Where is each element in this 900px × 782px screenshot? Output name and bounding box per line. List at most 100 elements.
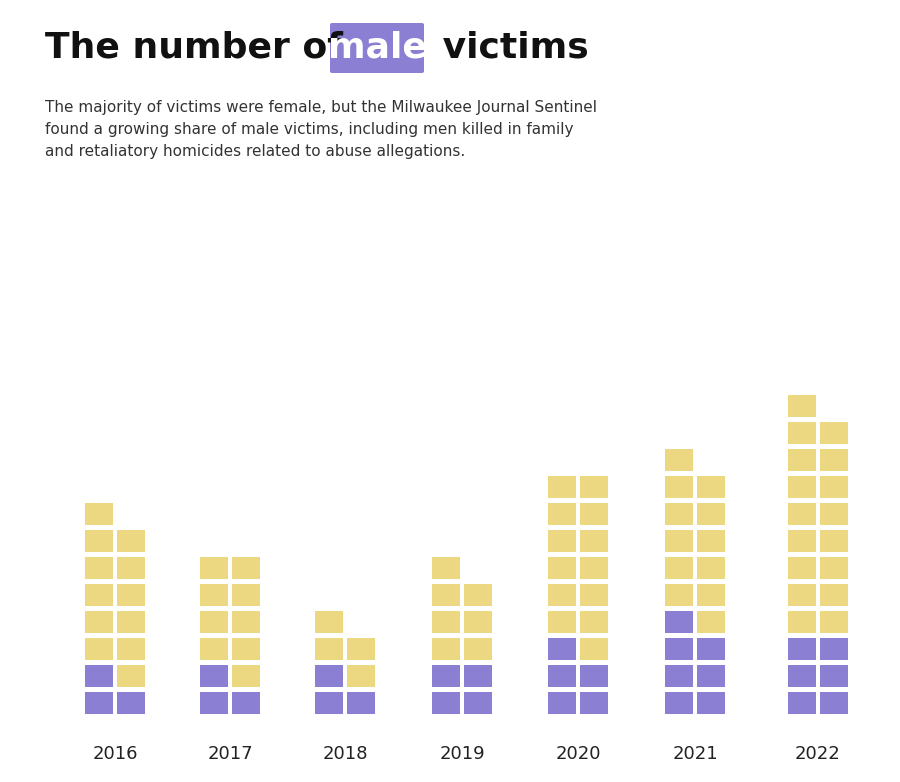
FancyBboxPatch shape xyxy=(820,530,848,552)
FancyBboxPatch shape xyxy=(665,692,693,714)
Text: 2017: 2017 xyxy=(207,745,253,763)
FancyBboxPatch shape xyxy=(85,638,113,660)
FancyBboxPatch shape xyxy=(117,611,145,633)
FancyBboxPatch shape xyxy=(200,557,228,579)
Text: The number of: The number of xyxy=(45,31,356,65)
FancyBboxPatch shape xyxy=(117,530,145,552)
Text: and retaliatory homicides related to abuse allegations.: and retaliatory homicides related to abu… xyxy=(45,144,465,159)
FancyBboxPatch shape xyxy=(232,557,260,579)
Text: victims: victims xyxy=(430,31,589,65)
FancyBboxPatch shape xyxy=(232,584,260,606)
Text: male: male xyxy=(328,31,427,65)
FancyBboxPatch shape xyxy=(665,503,693,525)
FancyBboxPatch shape xyxy=(580,584,608,606)
FancyBboxPatch shape xyxy=(665,638,693,660)
FancyBboxPatch shape xyxy=(548,611,576,633)
FancyBboxPatch shape xyxy=(665,449,693,471)
FancyBboxPatch shape xyxy=(330,23,424,73)
FancyBboxPatch shape xyxy=(788,638,816,660)
FancyBboxPatch shape xyxy=(665,476,693,498)
FancyBboxPatch shape xyxy=(347,665,375,687)
FancyBboxPatch shape xyxy=(820,638,848,660)
FancyBboxPatch shape xyxy=(432,584,460,606)
FancyBboxPatch shape xyxy=(788,692,816,714)
FancyBboxPatch shape xyxy=(315,692,343,714)
FancyBboxPatch shape xyxy=(464,584,492,606)
FancyBboxPatch shape xyxy=(820,692,848,714)
Text: 2020: 2020 xyxy=(555,745,601,763)
FancyBboxPatch shape xyxy=(580,611,608,633)
FancyBboxPatch shape xyxy=(665,611,693,633)
FancyBboxPatch shape xyxy=(788,476,816,498)
FancyBboxPatch shape xyxy=(432,557,460,579)
FancyBboxPatch shape xyxy=(697,665,725,687)
FancyBboxPatch shape xyxy=(580,503,608,525)
FancyBboxPatch shape xyxy=(464,665,492,687)
FancyBboxPatch shape xyxy=(432,611,460,633)
FancyBboxPatch shape xyxy=(788,422,816,444)
FancyBboxPatch shape xyxy=(315,665,343,687)
FancyBboxPatch shape xyxy=(200,665,228,687)
FancyBboxPatch shape xyxy=(580,665,608,687)
FancyBboxPatch shape xyxy=(580,638,608,660)
FancyBboxPatch shape xyxy=(432,665,460,687)
FancyBboxPatch shape xyxy=(85,692,113,714)
FancyBboxPatch shape xyxy=(464,638,492,660)
FancyBboxPatch shape xyxy=(200,584,228,606)
FancyBboxPatch shape xyxy=(788,530,816,552)
FancyBboxPatch shape xyxy=(232,611,260,633)
FancyBboxPatch shape xyxy=(820,476,848,498)
FancyBboxPatch shape xyxy=(580,557,608,579)
FancyBboxPatch shape xyxy=(788,395,816,417)
FancyBboxPatch shape xyxy=(788,584,816,606)
FancyBboxPatch shape xyxy=(697,611,725,633)
FancyBboxPatch shape xyxy=(200,638,228,660)
Text: found a growing share of male victims, including men killed in family: found a growing share of male victims, i… xyxy=(45,122,573,137)
FancyBboxPatch shape xyxy=(820,611,848,633)
FancyBboxPatch shape xyxy=(788,611,816,633)
Text: 2019: 2019 xyxy=(439,745,485,763)
FancyBboxPatch shape xyxy=(85,584,113,606)
FancyBboxPatch shape xyxy=(315,611,343,633)
FancyBboxPatch shape xyxy=(85,557,113,579)
FancyBboxPatch shape xyxy=(232,638,260,660)
Text: 2022: 2022 xyxy=(795,745,841,763)
FancyBboxPatch shape xyxy=(697,503,725,525)
FancyBboxPatch shape xyxy=(697,584,725,606)
FancyBboxPatch shape xyxy=(464,692,492,714)
FancyBboxPatch shape xyxy=(117,584,145,606)
FancyBboxPatch shape xyxy=(464,611,492,633)
FancyBboxPatch shape xyxy=(665,557,693,579)
FancyBboxPatch shape xyxy=(85,503,113,525)
FancyBboxPatch shape xyxy=(117,692,145,714)
FancyBboxPatch shape xyxy=(788,557,816,579)
FancyBboxPatch shape xyxy=(315,638,343,660)
FancyBboxPatch shape xyxy=(580,476,608,498)
FancyBboxPatch shape xyxy=(548,503,576,525)
Text: 2021: 2021 xyxy=(672,745,718,763)
FancyBboxPatch shape xyxy=(347,692,375,714)
FancyBboxPatch shape xyxy=(820,422,848,444)
FancyBboxPatch shape xyxy=(548,557,576,579)
FancyBboxPatch shape xyxy=(232,665,260,687)
Text: 2016: 2016 xyxy=(92,745,138,763)
Text: The majority of victims were female, but the Milwaukee Journal Sentinel: The majority of victims were female, but… xyxy=(45,100,597,115)
FancyBboxPatch shape xyxy=(548,692,576,714)
FancyBboxPatch shape xyxy=(820,503,848,525)
FancyBboxPatch shape xyxy=(820,584,848,606)
FancyBboxPatch shape xyxy=(117,638,145,660)
FancyBboxPatch shape xyxy=(548,638,576,660)
FancyBboxPatch shape xyxy=(117,557,145,579)
FancyBboxPatch shape xyxy=(580,692,608,714)
FancyBboxPatch shape xyxy=(820,449,848,471)
FancyBboxPatch shape xyxy=(788,665,816,687)
FancyBboxPatch shape xyxy=(697,530,725,552)
FancyBboxPatch shape xyxy=(697,476,725,498)
FancyBboxPatch shape xyxy=(788,449,816,471)
Text: 2018: 2018 xyxy=(322,745,368,763)
FancyBboxPatch shape xyxy=(580,530,608,552)
FancyBboxPatch shape xyxy=(548,476,576,498)
FancyBboxPatch shape xyxy=(697,692,725,714)
FancyBboxPatch shape xyxy=(432,692,460,714)
FancyBboxPatch shape xyxy=(432,638,460,660)
